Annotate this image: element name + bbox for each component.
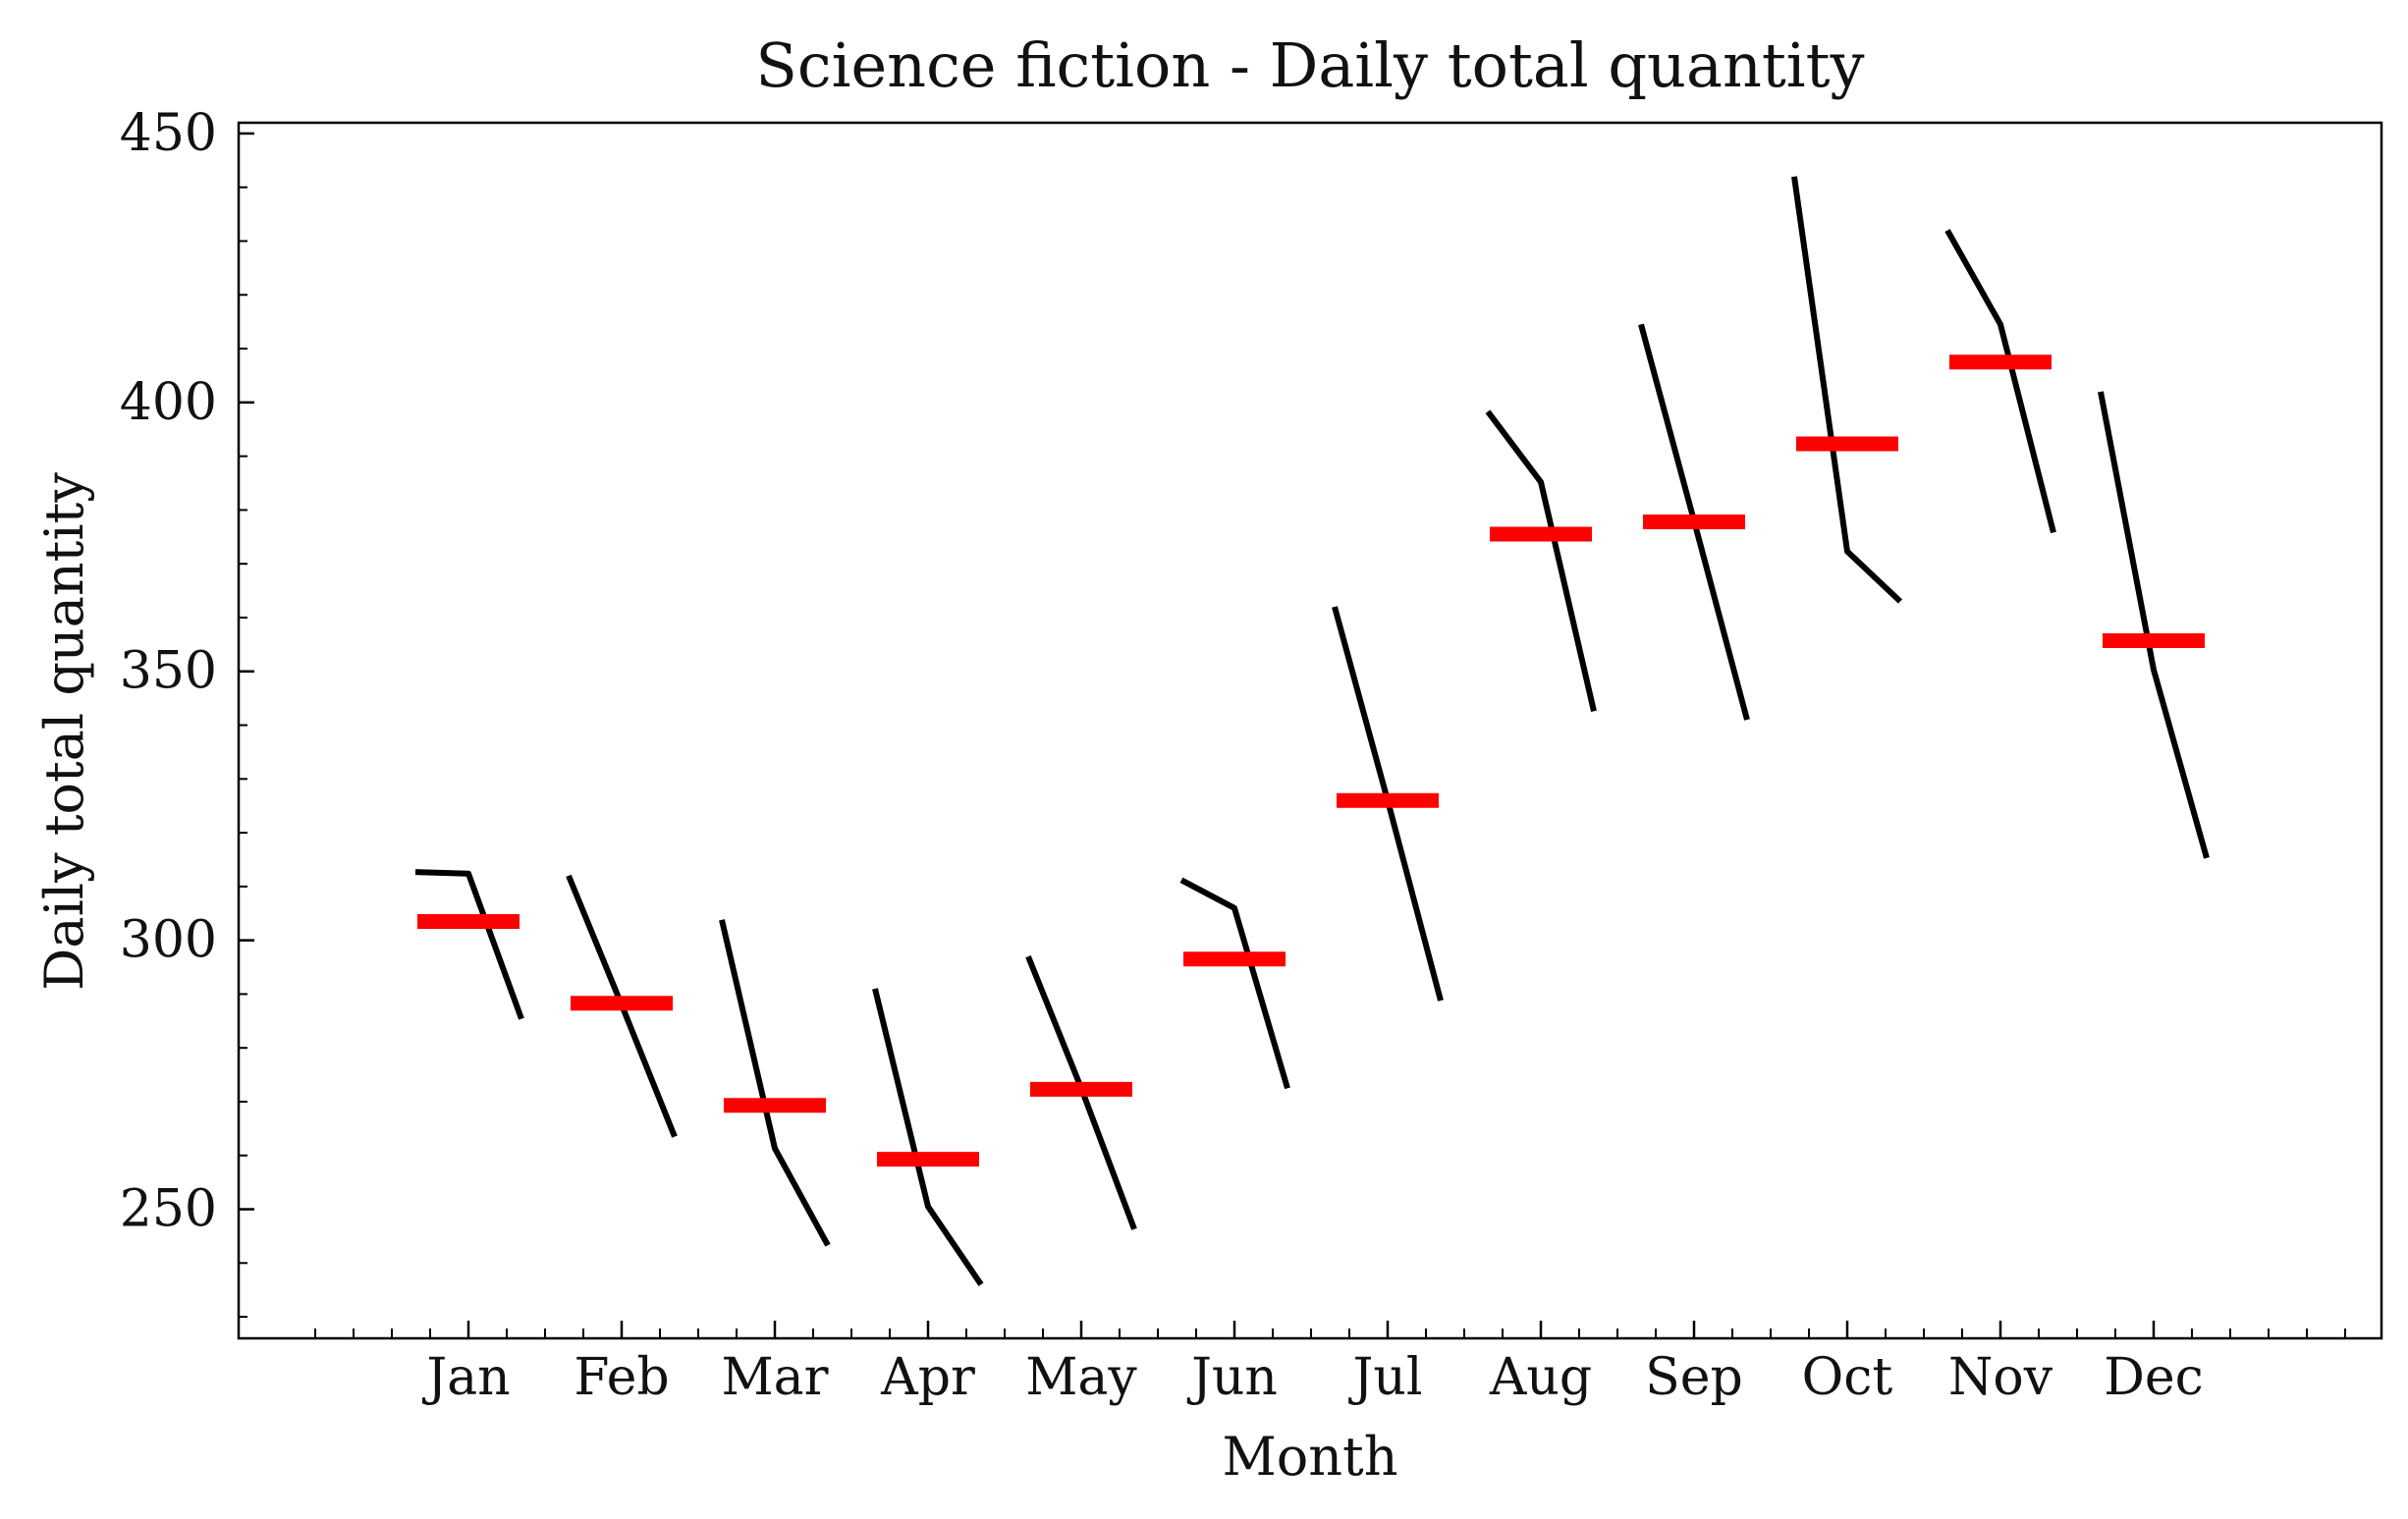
- y-tick-label: 300: [120, 911, 217, 970]
- y-axis-label: Daily total quantity: [33, 472, 95, 991]
- x-tick-label: Dec: [2104, 1348, 2204, 1407]
- axis-ticks: 250 300 350 400 450 Jan Feb Mar Apr May Jun Jul Aug S…: [120, 104, 2346, 1407]
- x-tick-label: Sep: [1645, 1348, 1743, 1407]
- monthly-means: [417, 354, 2205, 1167]
- y-tick-label: 250: [120, 1180, 217, 1239]
- subseries-line-mar: [719, 919, 831, 1247]
- x-tick-label: Oct: [1802, 1348, 1893, 1407]
- subseries-line-jun: [1179, 877, 1290, 1090]
- subseries-line-jan: [414, 869, 524, 1020]
- subseries-line-oct: [1791, 176, 1903, 604]
- subseries-line-nov: [1944, 229, 2056, 534]
- subseries-line-apr: [872, 988, 984, 1286]
- plot-frame: [237, 121, 2383, 1340]
- x-tick-label: Aug: [1489, 1348, 1592, 1407]
- monthly-subseries: [414, 176, 2210, 1286]
- x-tick-label: Jul: [1348, 1348, 1423, 1407]
- x-tick-label: Feb: [574, 1348, 669, 1407]
- subseries-line-aug: [1485, 409, 1597, 712]
- subseries-line-dec: [2098, 391, 2210, 859]
- x-tick-label: Mar: [721, 1348, 828, 1407]
- y-tick-label: 450: [120, 104, 217, 163]
- x-tick-label: Jun: [1186, 1348, 1278, 1407]
- y-tick-label: 400: [120, 373, 217, 432]
- x-tick-label: Nov: [1948, 1348, 2053, 1407]
- y-tick-label: 350: [120, 642, 217, 701]
- x-tick-label: Apr: [880, 1348, 975, 1407]
- x-tick-label: Jan: [421, 1348, 510, 1407]
- chart-title: Science fiction - Daily total quantity: [755, 29, 1864, 101]
- x-tick-label: May: [1025, 1348, 1137, 1407]
- x-axis-label: Month: [1222, 1426, 1397, 1488]
